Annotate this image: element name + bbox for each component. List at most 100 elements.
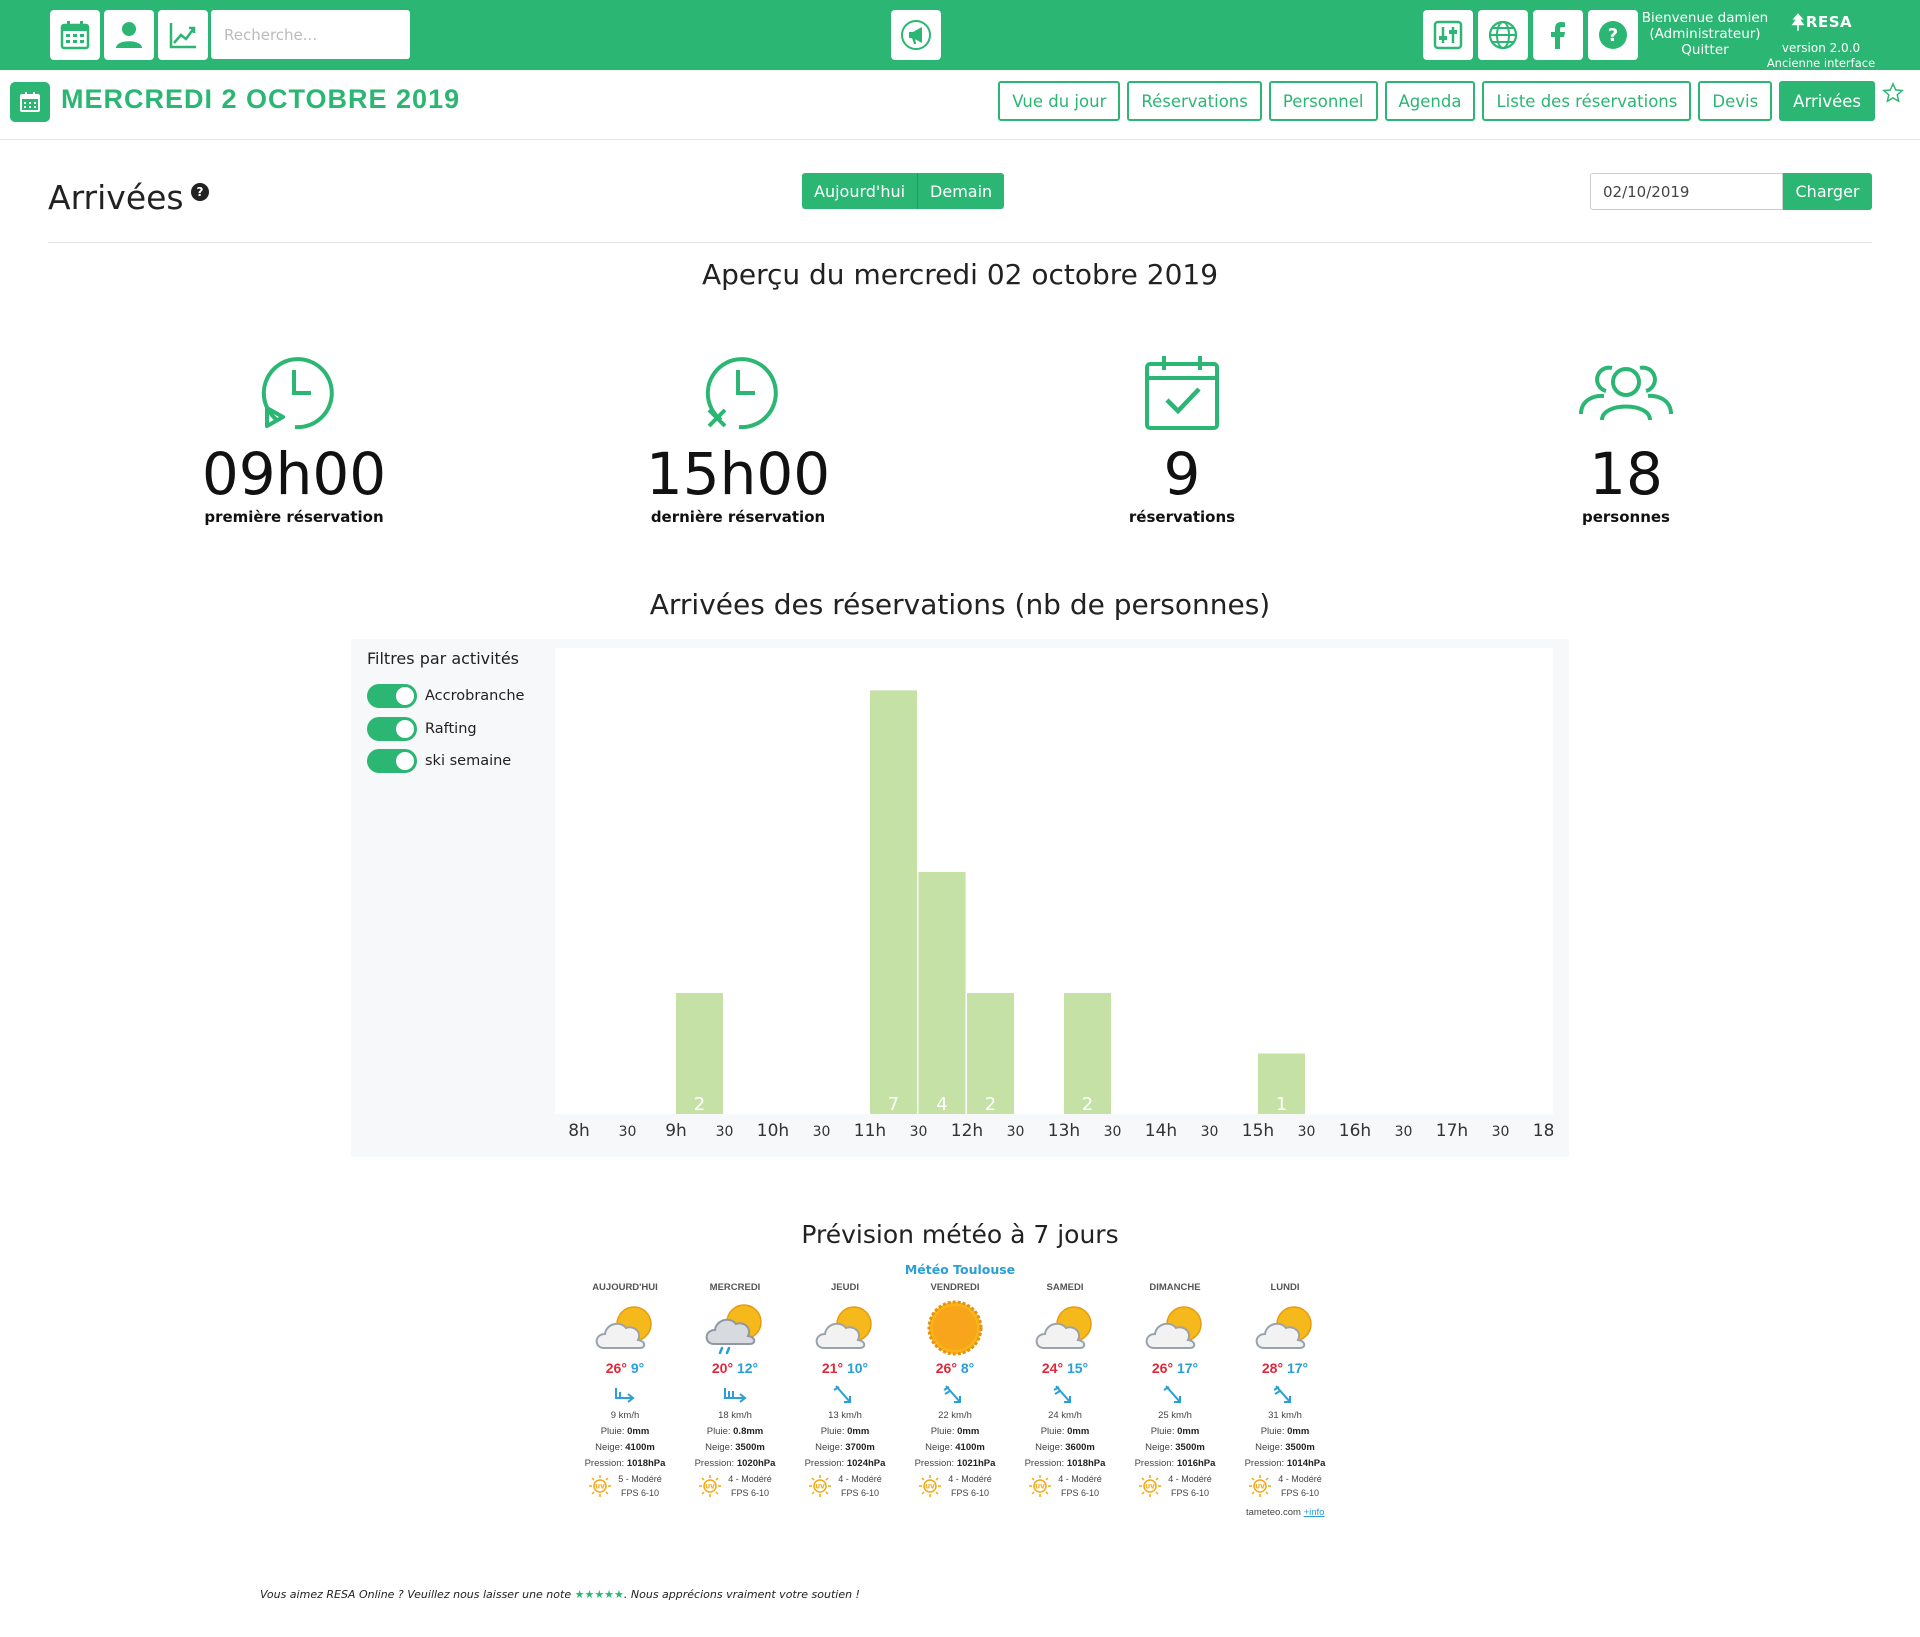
weather-city-link[interactable]: Météo Toulouse [904,1262,1016,1277]
search-input[interactable] [211,10,410,59]
x-tick-label: 30 [1201,1124,1219,1140]
date-field[interactable] [1590,173,1783,210]
announcements-button[interactable] [891,10,941,60]
weather-day: DIMANCHE 26° 17° 25 km/h Pluie: 0mm Neige: 3… [1120,1280,1230,1500]
uv-row: UV 4 - Modéré FPS 6-10 [900,1472,1010,1500]
wind-direction-icon [615,1388,635,1403]
uv-fps: FPS 6-10 [1060,1488,1100,1498]
pressure-value: 1024hPa [846,1458,886,1469]
bar-11h30[interactable] [918,871,966,1114]
filter-rafting[interactable]: Rafting [367,716,477,742]
bar-value-label: 2 [985,1094,996,1114]
pressure-label: Pression: [1024,1458,1065,1469]
filter-ski-semaine[interactable]: ski semaine [367,748,511,774]
x-tick-label: 14h [1145,1121,1177,1141]
bar-value-label: 4 [936,1094,947,1114]
clock-end-icon [705,357,778,430]
pressure-value: 1016hPa [1176,1458,1216,1469]
x-tick-label: 30 [1007,1124,1025,1140]
nav-liste-reservations[interactable]: Liste des réservations [1482,81,1692,121]
calendar-button[interactable] [50,10,100,60]
temp-min: 17° [1176,1360,1199,1376]
temp-min: 8° [960,1360,975,1376]
bar-12h00[interactable] [967,992,1014,1114]
user-button[interactable] [104,10,154,60]
tomorrow-button[interactable]: Demain [918,173,1005,209]
wind-direction-icon [1163,1385,1181,1403]
snow-value: 3500m [735,1442,765,1453]
bar-11h00[interactable] [870,690,917,1114]
weather-temps: 26° 17° [1120,1360,1230,1380]
temp-max: 20° [711,1360,734,1376]
favorite-star-icon[interactable] [1882,82,1904,104]
nav-reservations[interactable]: Réservations [1127,81,1262,121]
divider [48,242,1872,243]
facebook-button[interactable] [1533,10,1583,60]
nav-personnel[interactable]: Personnel [1268,81,1378,121]
current-date-title: MERCREDI 2 OCTOBRE 2019 [61,84,461,114]
rain-value: 0mm [1287,1426,1310,1437]
x-tick-label: 15h [1242,1121,1274,1141]
uv-sun-icon: UV [1249,1475,1272,1497]
rain-label: Pluie: [600,1426,625,1437]
version-label: version 2.0.0 [1781,41,1861,55]
pressure-value: 1014hPa [1286,1458,1326,1469]
rain-row: Pluie: 0mm [1230,1424,1340,1440]
date-calendar-badge [10,82,50,122]
load-button[interactable]: Charger [1783,173,1872,210]
rain-row: Pluie: 0mm [1010,1424,1120,1440]
logout-link[interactable]: Quitter [1681,42,1729,58]
bar-9h00[interactable] [676,992,723,1114]
rating-stars[interactable]: ★★★★★ [574,1588,624,1601]
pressure-row: Pression: 1020hPa [680,1456,790,1472]
filter-toggle[interactable] [367,717,417,741]
temp-max: 28° [1261,1360,1284,1376]
settings-button[interactable] [1423,10,1473,60]
filter-accrobranche[interactable]: Accrobranche [367,683,524,709]
footer-text-before: Vous aimez RESA Online ? Veuillez nous l… [260,1588,575,1601]
help-button[interactable]: ? [1588,10,1638,60]
uv-fps: FPS 6-10 [1170,1488,1210,1498]
x-tick-label: 30 [1298,1124,1316,1140]
weather-day-name: DIMANCHE [1149,1282,1201,1293]
bar-15h00[interactable] [1258,1053,1305,1114]
rain-label: Pluie: [930,1426,955,1437]
filter-toggle[interactable] [367,749,417,773]
resa-logo: RESA [1766,4,1876,40]
filter-toggle[interactable] [367,684,417,708]
resa-logo-icon [1791,13,1805,31]
nav-devis[interactable]: Devis [1698,81,1773,121]
arrivals-bar-chart: 2 7 4 2 2 1 [676,690,1305,1114]
weather-day-name: SAMEDI [1046,1282,1084,1293]
weather-info-link[interactable]: +info [1303,1507,1325,1518]
uv-row: UV 5 - Modéré FPS 6-10 [570,1472,680,1500]
nav-vue-du-jour[interactable]: Vue du jour [998,81,1121,121]
language-button[interactable] [1478,10,1528,60]
nav-arrivees[interactable]: Arrivées [1779,81,1875,121]
stat-first-reservation: 09h00 première réservation [134,348,454,526]
pressure-label: Pression: [914,1458,955,1469]
today-button[interactable]: Aujourd'hui [802,173,919,209]
bar-13h00[interactable] [1064,992,1111,1114]
snow-value: 4100m [955,1442,985,1453]
weather-day-name: JEUDI [831,1282,859,1293]
temp-min: 17° [1286,1360,1309,1376]
nav-agenda[interactable]: Agenda [1384,81,1476,121]
rain-value: 0mm [627,1426,650,1437]
stats-button[interactable] [158,10,208,60]
help-icon[interactable]: ? [191,183,209,201]
clock-start-icon [261,357,334,430]
chart-line-icon [169,23,196,49]
x-tick-label: 30 [1395,1124,1413,1140]
old-interface-link[interactable]: Ancienne interface [1766,56,1876,70]
weather-temps: 21° 10° [790,1360,900,1380]
temp-max: 21° [821,1360,844,1376]
rain-label: Pluie: [706,1426,731,1437]
pressure-row: Pression: 1024hPa [790,1456,900,1472]
temp-min: 9° [630,1360,645,1376]
weather-source: tameteo.com +info [1246,1507,1324,1518]
rain-value: 0mm [1177,1426,1200,1437]
x-tick-label: 30 [1104,1124,1122,1140]
uv-index: 4 - Modéré [1058,1474,1102,1484]
pressure-label: Pression: [694,1458,735,1469]
